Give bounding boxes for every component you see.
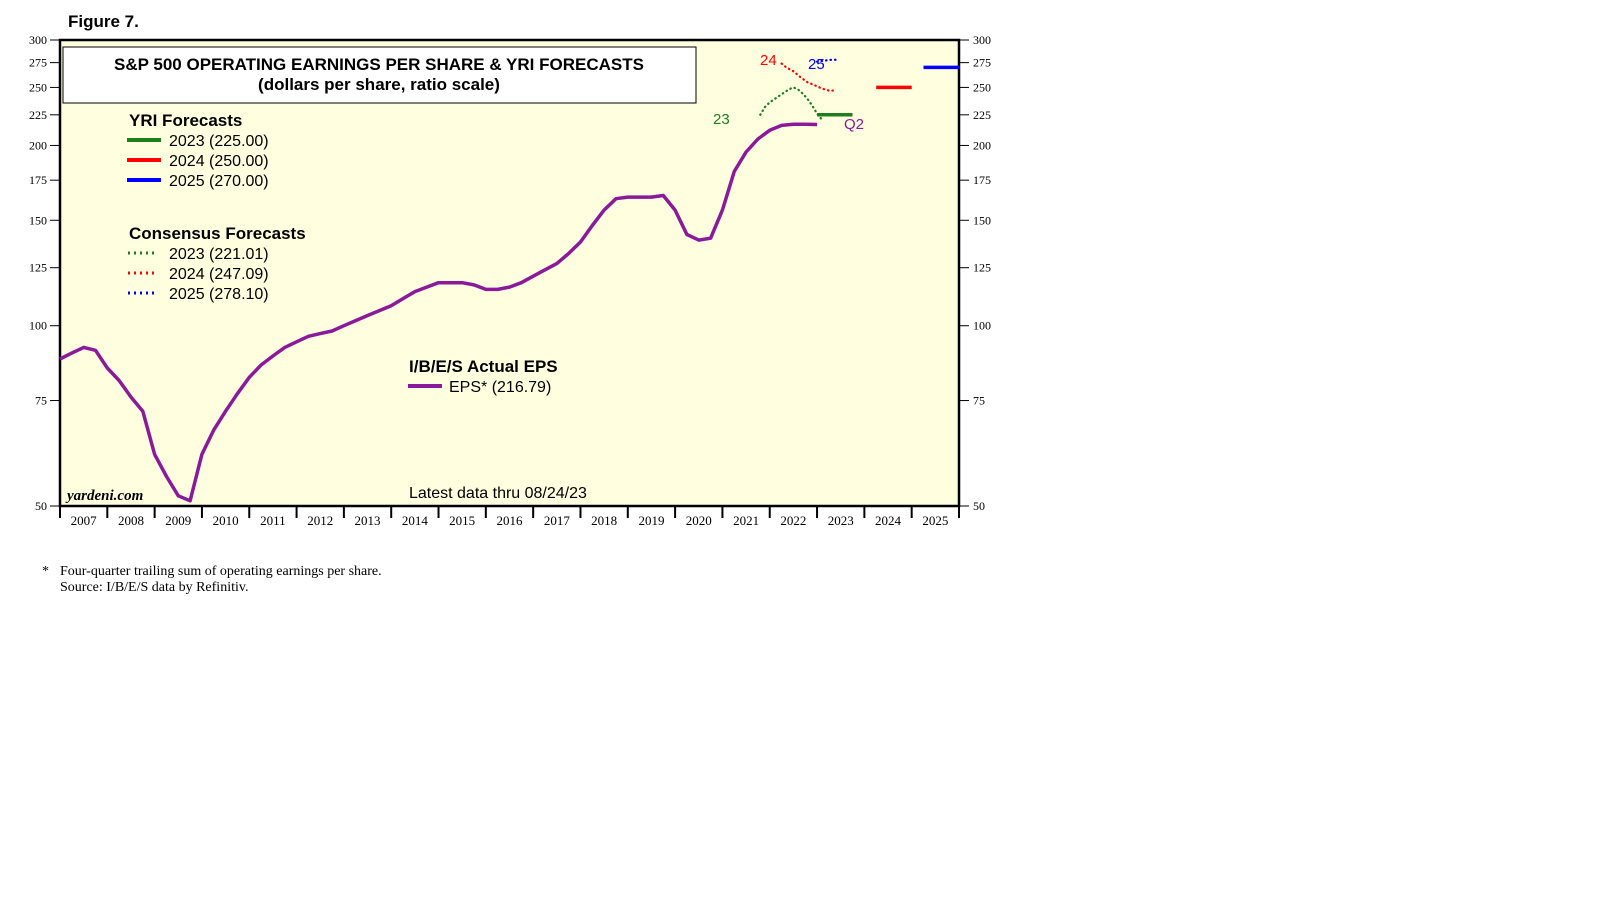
footnote-marker: *: [42, 564, 49, 579]
x-tick-label: 2016: [497, 513, 524, 528]
consensus-2023-label: 2023 (221.01): [169, 246, 269, 263]
x-tick-label: 2020: [686, 513, 712, 528]
y-tick-label-right: 300: [973, 33, 991, 47]
y-tick-label-left: 175: [29, 173, 47, 187]
yri-2024-label: 2024 (250.00): [169, 153, 269, 170]
x-tick-label: 2011: [260, 513, 286, 528]
y-tick-label-right: 225: [973, 108, 991, 122]
label-25: 25: [808, 56, 825, 73]
y-tick-label-right: 100: [973, 319, 991, 333]
chart-title: S&P 500 OPERATING EARNINGS PER SHARE & Y…: [114, 55, 644, 74]
actual-legend-heading: I/B/E/S Actual EPS: [409, 357, 558, 376]
series-layer: [59, 58, 959, 503]
y-tick-label-left: 50: [35, 499, 47, 513]
figure-label: Figure 7.: [68, 12, 139, 31]
consensus-2024-label: 2024 (247.09): [169, 266, 269, 283]
y-tick-label-left: 300: [29, 33, 47, 47]
chart-subtitle: (dollars per share, ratio scale): [258, 75, 500, 94]
y-tick-label-right: 250: [973, 80, 991, 94]
y-tick-label-right: 150: [973, 213, 991, 227]
x-tick-label: 2007: [71, 513, 98, 528]
y-tick-label-right: 125: [973, 261, 991, 275]
label-24: 24: [760, 52, 777, 69]
series-line-0: [59, 122, 818, 503]
title-box: [62, 46, 697, 104]
label-23: 23: [713, 111, 730, 128]
x-tick-label: 2008: [118, 513, 144, 528]
footnote-line-2: Source: I/B/E/S data by Refinitiv.: [60, 580, 249, 595]
y-tick-label-left: 200: [29, 138, 47, 152]
yri-2025-label: 2025 (270.00): [169, 173, 269, 190]
y-tick-label-left: 100: [29, 319, 47, 333]
y-tick-label-left: 250: [29, 80, 47, 94]
y-tick-label-left: 225: [29, 108, 47, 122]
axes: 50 50 75 75 100 100 125 125 150 150 175 175 200 200 22…: [29, 33, 991, 528]
y-tick-label-left: 125: [29, 261, 47, 275]
y-tick-label-right: 75: [973, 394, 985, 408]
x-tick-label: 2017: [544, 513, 571, 528]
x-tick-label: 2024: [875, 513, 902, 528]
y-tick-label-right: 200: [973, 138, 991, 152]
x-tick-label: 2019: [638, 513, 664, 528]
x-tick-label: 2015: [449, 513, 475, 528]
series-line-1: [759, 86, 823, 121]
y-tick-label-left: 75: [35, 394, 47, 408]
x-tick-label: 2018: [591, 513, 617, 528]
series-line-3: [815, 58, 840, 63]
x-tick-label: 2009: [165, 513, 191, 528]
yri-2023-label: 2023 (225.00): [169, 133, 269, 150]
y-tick-label-left: 150: [29, 213, 47, 227]
x-tick-label: 2012: [307, 513, 333, 528]
source-watermark: yardeni.com: [65, 488, 143, 504]
x-tick-label: 2021: [733, 513, 759, 528]
series-line-2: [780, 62, 838, 92]
consensus-2025-label: 2025 (278.10): [169, 286, 269, 303]
footnote-line-1: Four-quarter trailing sum of operating e…: [60, 564, 382, 579]
x-tick-label: 2013: [355, 513, 381, 528]
consensus-legend-heading: Consensus Forecasts: [129, 224, 306, 243]
x-tick-label: 2022: [780, 513, 806, 528]
y-tick-label-right: 275: [973, 56, 991, 70]
x-tick-label: 2023: [828, 513, 854, 528]
actual-eps-label: EPS* (216.79): [449, 379, 551, 396]
x-tick-label: 2025: [922, 513, 948, 528]
y-tick-label-right: 175: [973, 173, 991, 187]
yri-legend-heading: YRI Forecasts: [129, 111, 242, 130]
latest-data-note: Latest data thru 08/24/23: [409, 485, 587, 502]
x-tick-label: 2010: [213, 513, 239, 528]
x-tick-label: 2014: [402, 513, 429, 528]
y-tick-label-right: 50: [973, 499, 985, 513]
y-tick-label-left: 275: [29, 56, 47, 70]
plot-area: [58, 38, 961, 508]
label-q2: Q2: [844, 116, 864, 133]
